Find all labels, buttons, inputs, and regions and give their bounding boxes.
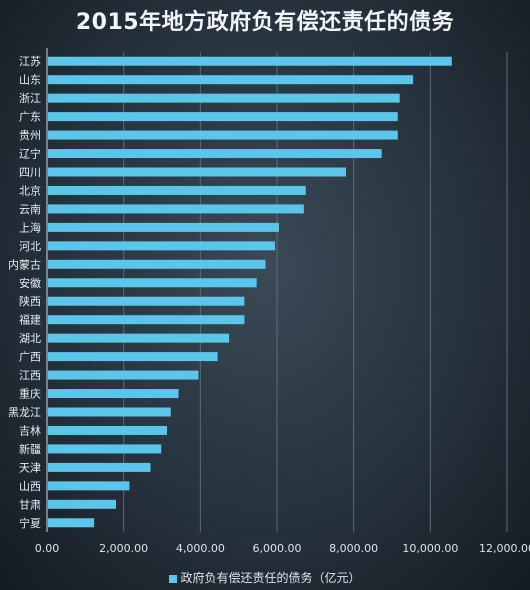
category-label: 贵州 — [19, 129, 41, 142]
category-label: 山东 — [19, 74, 41, 87]
category-label: 重庆 — [19, 387, 41, 401]
bar — [48, 462, 151, 472]
category-label: 江苏 — [19, 55, 41, 68]
category-label: 浙江 — [19, 92, 41, 105]
category-label: 北京 — [19, 183, 41, 197]
category-label: 宁夏 — [19, 516, 41, 530]
bar — [48, 444, 162, 454]
category-label: 内蒙古 — [8, 257, 41, 271]
category-label: 吉林 — [19, 423, 41, 437]
category-label: 天津 — [19, 461, 41, 474]
bar — [48, 130, 398, 140]
bar — [48, 93, 400, 103]
x-tick-label: 4,000.00 — [176, 542, 225, 555]
x-tick-label: 12,000.00 — [479, 542, 530, 555]
x-tick-label: 10,000.00 — [402, 542, 458, 555]
bar — [48, 149, 382, 159]
category-label: 广东 — [19, 111, 41, 124]
category-label: 江西 — [19, 369, 41, 382]
bar — [48, 222, 279, 232]
chart-legend: 政府负有偿还责任的债务（亿元） — [0, 569, 530, 586]
bar — [48, 259, 266, 269]
bar — [48, 518, 95, 528]
category-label: 山西 — [19, 480, 41, 493]
bar — [48, 352, 218, 362]
bar — [48, 425, 167, 435]
category-label: 新疆 — [19, 442, 41, 456]
category-label: 湖北 — [19, 332, 41, 345]
category-label: 广西 — [19, 351, 41, 364]
legend-label: 政府负有偿还责任的债务（亿元） — [180, 571, 361, 585]
category-label: 辽宁 — [19, 147, 41, 161]
category-label: 河北 — [19, 240, 41, 253]
bar — [48, 185, 306, 195]
chart-title: 2015年地方政府负有偿还责任的债务 — [75, 10, 455, 35]
x-tick-label: 2,000.00 — [99, 542, 148, 555]
bar — [48, 315, 245, 325]
bar — [48, 278, 257, 288]
category-label: 黑龙江 — [8, 406, 41, 419]
bar — [48, 407, 171, 417]
legend-swatch — [169, 574, 178, 583]
x-tick-label: 6,000.00 — [253, 542, 302, 555]
bar — [48, 389, 179, 399]
x-tick-label: 8,000.00 — [329, 542, 378, 555]
category-label: 陕西 — [19, 294, 41, 308]
bar — [48, 167, 346, 177]
bar — [48, 241, 276, 251]
bar — [48, 204, 304, 214]
bar — [48, 296, 245, 306]
category-label: 云南 — [19, 203, 41, 216]
x-tick-label: 0.00 — [35, 542, 60, 555]
bar — [48, 333, 230, 343]
bar — [48, 56, 452, 66]
bar — [48, 370, 199, 380]
category-label: 福建 — [19, 313, 41, 327]
bar — [48, 75, 414, 85]
bar — [48, 481, 130, 491]
category-label: 甘肃 — [19, 498, 41, 511]
category-label: 四川 — [19, 166, 41, 179]
bar — [48, 112, 398, 122]
category-label: 上海 — [19, 220, 41, 234]
bar — [48, 499, 116, 509]
category-label: 安徽 — [19, 276, 41, 290]
